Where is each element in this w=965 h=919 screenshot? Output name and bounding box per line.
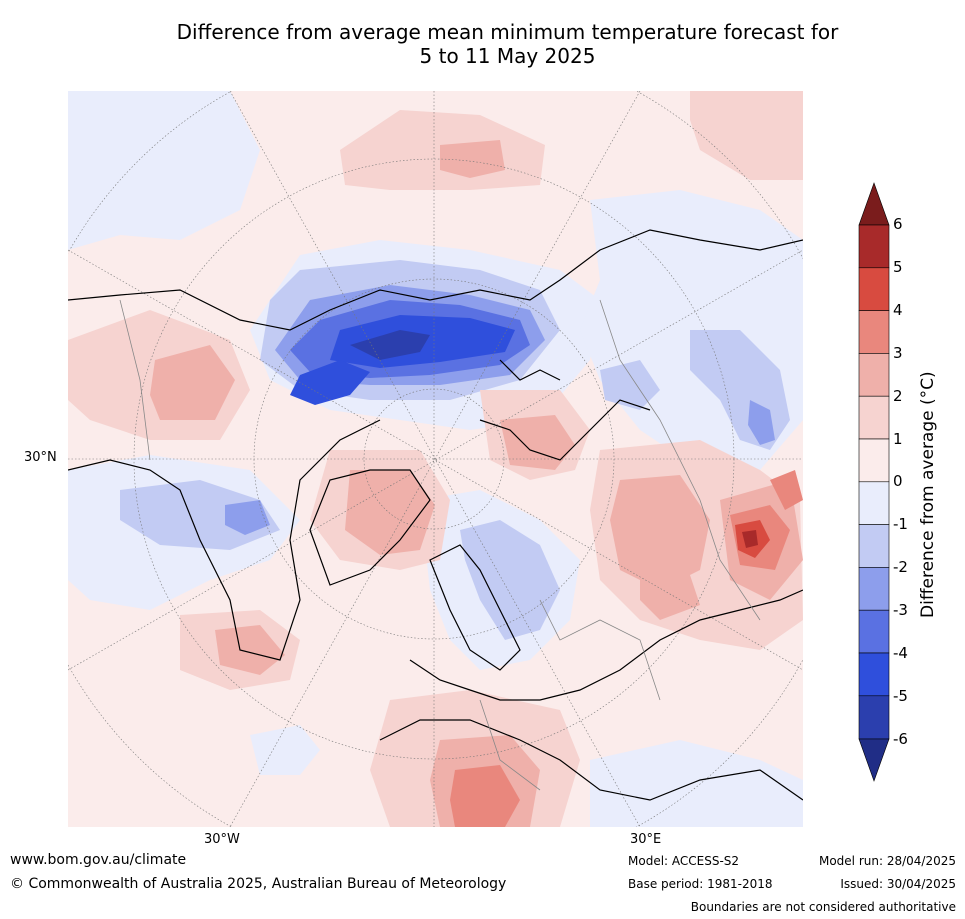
colorbar-segment — [858, 438, 890, 483]
colorbar-segment — [858, 609, 890, 654]
colorbar-segment — [858, 652, 890, 697]
colorbar-tick: -1 — [893, 515, 908, 533]
colorbar-tick: 5 — [893, 258, 903, 276]
colorbar-segment — [858, 353, 890, 397]
colorbar-segment — [858, 567, 890, 611]
colorbar-tick: -5 — [893, 687, 908, 705]
colorbar-segment — [858, 267, 890, 311]
lon-label-30e: 30°E — [630, 832, 662, 847]
colorbar-segment — [858, 481, 890, 525]
colorbar-tick: 2 — [893, 387, 903, 405]
colorbar-segment — [858, 395, 890, 440]
borders — [119, 299, 761, 791]
copyright-text: © Commonwealth of Australia 2025, Austra… — [10, 876, 507, 892]
colorbar-tick: -3 — [893, 601, 908, 619]
colorbar-arrow-top — [858, 182, 890, 226]
colorbar-tick: -4 — [893, 644, 908, 662]
colorbar-tick: 4 — [893, 301, 903, 319]
colorbar-segment — [858, 224, 890, 269]
colorbar-tick: 3 — [893, 344, 903, 362]
coastlines — [68, 229, 803, 801]
website-link[interactable]: www.bom.gov.au/climate — [10, 852, 187, 868]
model-run-text: Model run: 28/04/2025 — [818, 854, 956, 868]
chart-title: Difference from average mean minimum tem… — [0, 20, 965, 68]
region-neg-pacific-north — [68, 91, 260, 250]
colorbar-arrow-bottom — [858, 738, 890, 782]
graticule — [68, 91, 803, 827]
base-period-text: Base period: 1981-2018 — [628, 877, 773, 891]
colorbar-tick: -6 — [893, 730, 908, 748]
colorbar-segment — [858, 310, 890, 354]
colorbar-segment — [858, 695, 890, 740]
lat-label-30n: 30°N — [24, 450, 57, 465]
region-neg-south-east — [590, 740, 803, 827]
issued-text: Issued: 30/04/2025 — [840, 877, 956, 891]
model-text: Model: ACCESS-S2 — [628, 854, 740, 868]
colorbar-tick: 6 — [893, 215, 903, 233]
colorbar-tick: 1 — [893, 430, 903, 448]
title-line-2: 5 to 11 May 2025 — [419, 44, 596, 68]
colorbar-segment — [858, 524, 890, 568]
region-neg-atlantic-spot — [250, 725, 320, 775]
colorbar-tick: 0 — [893, 472, 903, 490]
colorbar — [858, 182, 890, 782]
title-line-1: Difference from average mean minimum tem… — [176, 20, 839, 44]
colorbar-tick: -2 — [893, 558, 908, 576]
disclaimer-text: Boundaries are not considered authoritat… — [690, 900, 956, 914]
colorbar-label: Difference from average (°C) — [918, 371, 938, 618]
lon-label-30w: 30°W — [204, 832, 240, 847]
